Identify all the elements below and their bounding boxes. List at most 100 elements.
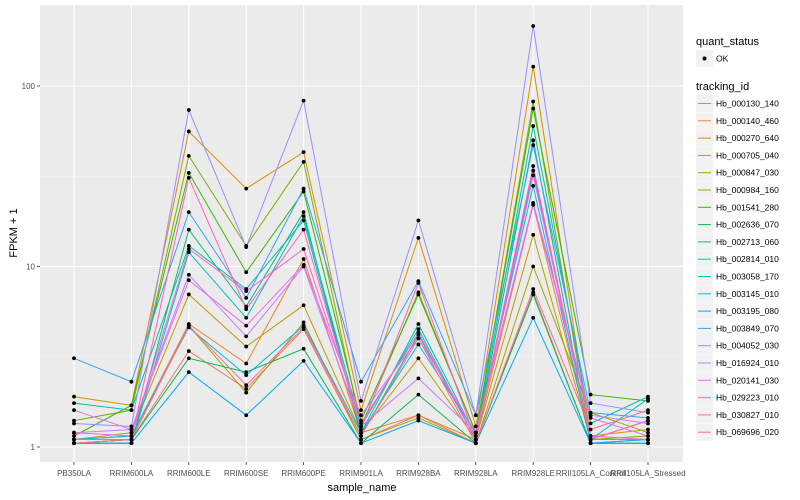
- legend-point-ok-icon: [702, 56, 707, 61]
- data-point-Hb_001541_280: [186, 171, 191, 175]
- legend-label-Hb_000140_460: Hb_000140_460: [716, 116, 779, 126]
- x-tick-label: RRII105LA_Stressed: [610, 469, 685, 478]
- data-point-Hb_069696_020: [72, 441, 76, 446]
- data-point-Hb_004052_030: [359, 399, 363, 403]
- data-point-Hb_020141_030: [359, 413, 363, 418]
- data-point-Hb_003058_170: [301, 214, 306, 219]
- data-point-Hb_003145_010: [416, 342, 421, 347]
- data-point-Hb_000270_640: [301, 150, 306, 155]
- data-point-Hb_002814_010: [72, 401, 76, 406]
- data-point-Hb_000847_030: [416, 415, 421, 420]
- data-point-Hb_002814_010: [588, 421, 593, 426]
- data-point-Hb_020141_030: [301, 263, 306, 267]
- data-point-Hb_020141_030: [244, 323, 249, 328]
- data-point-Hb_003849_070: [359, 379, 363, 384]
- data-point-Hb_003195_080: [186, 370, 191, 374]
- data-point-Hb_003849_070: [72, 356, 76, 361]
- data-point-Hb_000130_140: [244, 386, 249, 391]
- legend-label-Hb_029223_010: Hb_029223_010: [716, 393, 779, 403]
- data-point-Hb_000984_160: [301, 159, 306, 164]
- y-tick-label: 10: [26, 263, 35, 272]
- data-point-Hb_003195_080: [531, 315, 536, 320]
- legend-label-Hb_000130_140: Hb_000130_140: [716, 99, 779, 109]
- data-point-Hb_001541_280: [72, 434, 76, 438]
- data-point-Hb_000847_030: [301, 320, 306, 325]
- data-point-Hb_001541_280: [301, 189, 306, 194]
- data-point-Hb_000847_030: [244, 390, 249, 395]
- data-point-Hb_030827_010: [186, 175, 191, 180]
- data-point-Hb_002814_010: [473, 434, 478, 438]
- data-point-Hb_004052_030: [72, 421, 76, 426]
- data-point-Hb_003849_070: [244, 295, 249, 300]
- data-point-Hb_069696_020: [244, 383, 249, 388]
- data-point-Hb_002713_060: [186, 227, 191, 232]
- data-point-Hb_003195_080: [359, 441, 363, 446]
- data-point-Hb_001541_280: [129, 403, 134, 408]
- data-point-Hb_030827_010: [359, 427, 363, 432]
- data-point-Hb_030827_010: [531, 164, 536, 168]
- data-point-Hb_001541_280: [531, 106, 536, 111]
- data-point-Hb_003849_070: [646, 415, 650, 420]
- data-point-Hb_003849_070: [186, 210, 191, 215]
- y-axis-title: FPKM + 1: [8, 208, 20, 257]
- legend-label-Hb_002814_010: Hb_002814_010: [716, 254, 779, 264]
- x-tick-label: RRIM600LE: [167, 469, 211, 478]
- data-point-Hb_000705_040: [244, 344, 249, 349]
- data-point-Hb_016924_010: [186, 272, 191, 277]
- legend-label-Hb_016924_010: Hb_016924_010: [716, 358, 779, 368]
- legend-title-quant-status: quant_status: [696, 36, 759, 48]
- data-point-Hb_004052_030: [129, 424, 134, 429]
- major-gridlines: [40, 5, 683, 462]
- data-point-Hb_000270_640: [473, 424, 478, 429]
- legend-label-Hb_000705_040: Hb_000705_040: [716, 150, 779, 160]
- data-point-Hb_003058_170: [531, 168, 536, 173]
- data-point-Hb_000705_040: [416, 356, 421, 361]
- legend-label-Hb_000270_640: Hb_000270_640: [716, 133, 779, 143]
- data-point-Hb_029223_010: [531, 173, 536, 178]
- data-point-Hb_029223_010: [186, 247, 191, 251]
- legend-label-Hb_000984_160: Hb_000984_160: [716, 185, 779, 195]
- data-point-Hb_002713_060: [531, 138, 536, 143]
- legend-label-Hb_003145_010: Hb_003145_010: [716, 289, 779, 299]
- data-point-Hb_020141_030: [473, 430, 478, 435]
- data-point-Hb_020141_030: [72, 408, 76, 413]
- data-point-Hb_000140_460: [301, 257, 306, 261]
- data-point-Hb_020141_030: [588, 415, 593, 420]
- data-point-Hb_002636_070: [244, 370, 249, 374]
- data-point-Hb_000270_640: [531, 64, 536, 69]
- data-point-Hb_000270_640: [359, 408, 363, 413]
- x-tick-label: RRIM600SE: [224, 469, 268, 478]
- x-tick-label: RRIM600LA: [110, 469, 154, 478]
- data-point-Hb_002814_010: [129, 408, 134, 413]
- data-point-Hb_016924_010: [416, 376, 421, 381]
- data-point-Hb_000705_040: [531, 232, 536, 237]
- legend-label-Hb_002636_070: Hb_002636_070: [716, 220, 779, 230]
- data-point-Hb_030827_010: [72, 437, 76, 442]
- data-point-Hb_029223_010: [244, 289, 249, 294]
- data-point-Hb_003195_080: [244, 413, 249, 418]
- data-point-Hb_020141_030: [186, 278, 191, 283]
- data-point-Hb_002814_010: [186, 244, 191, 248]
- data-point-Hb_003849_070: [531, 143, 536, 148]
- x-tick-label: RRIM901LA: [339, 469, 383, 478]
- data-point-Hb_029223_010: [72, 430, 76, 435]
- data-point-Hb_029223_010: [588, 434, 593, 438]
- data-point-Hb_000130_140: [186, 349, 191, 353]
- data-point-Hb_029223_010: [359, 421, 363, 426]
- x-axis-title: sample_name: [327, 482, 396, 494]
- data-point-Hb_002713_060: [244, 304, 249, 309]
- data-point-Hb_004052_030: [531, 24, 536, 28]
- data-point-Hb_003145_010: [531, 183, 536, 188]
- data-point-Hb_000270_640: [244, 186, 249, 191]
- data-point-Hb_004052_030: [301, 98, 306, 103]
- legend-title-tracking-id: tracking_id: [696, 81, 749, 93]
- data-point-Hb_000984_160: [186, 153, 191, 158]
- data-point-Hb_069696_020: [588, 427, 593, 432]
- data-point-Hb_000705_040: [301, 303, 306, 308]
- data-point-Hb_069696_020: [359, 434, 363, 438]
- data-point-Hb_002814_010: [531, 124, 536, 128]
- data-point-Hb_001541_280: [244, 270, 249, 275]
- data-point-Hb_004052_030: [588, 401, 593, 406]
- data-point-Hb_030827_010: [301, 227, 306, 232]
